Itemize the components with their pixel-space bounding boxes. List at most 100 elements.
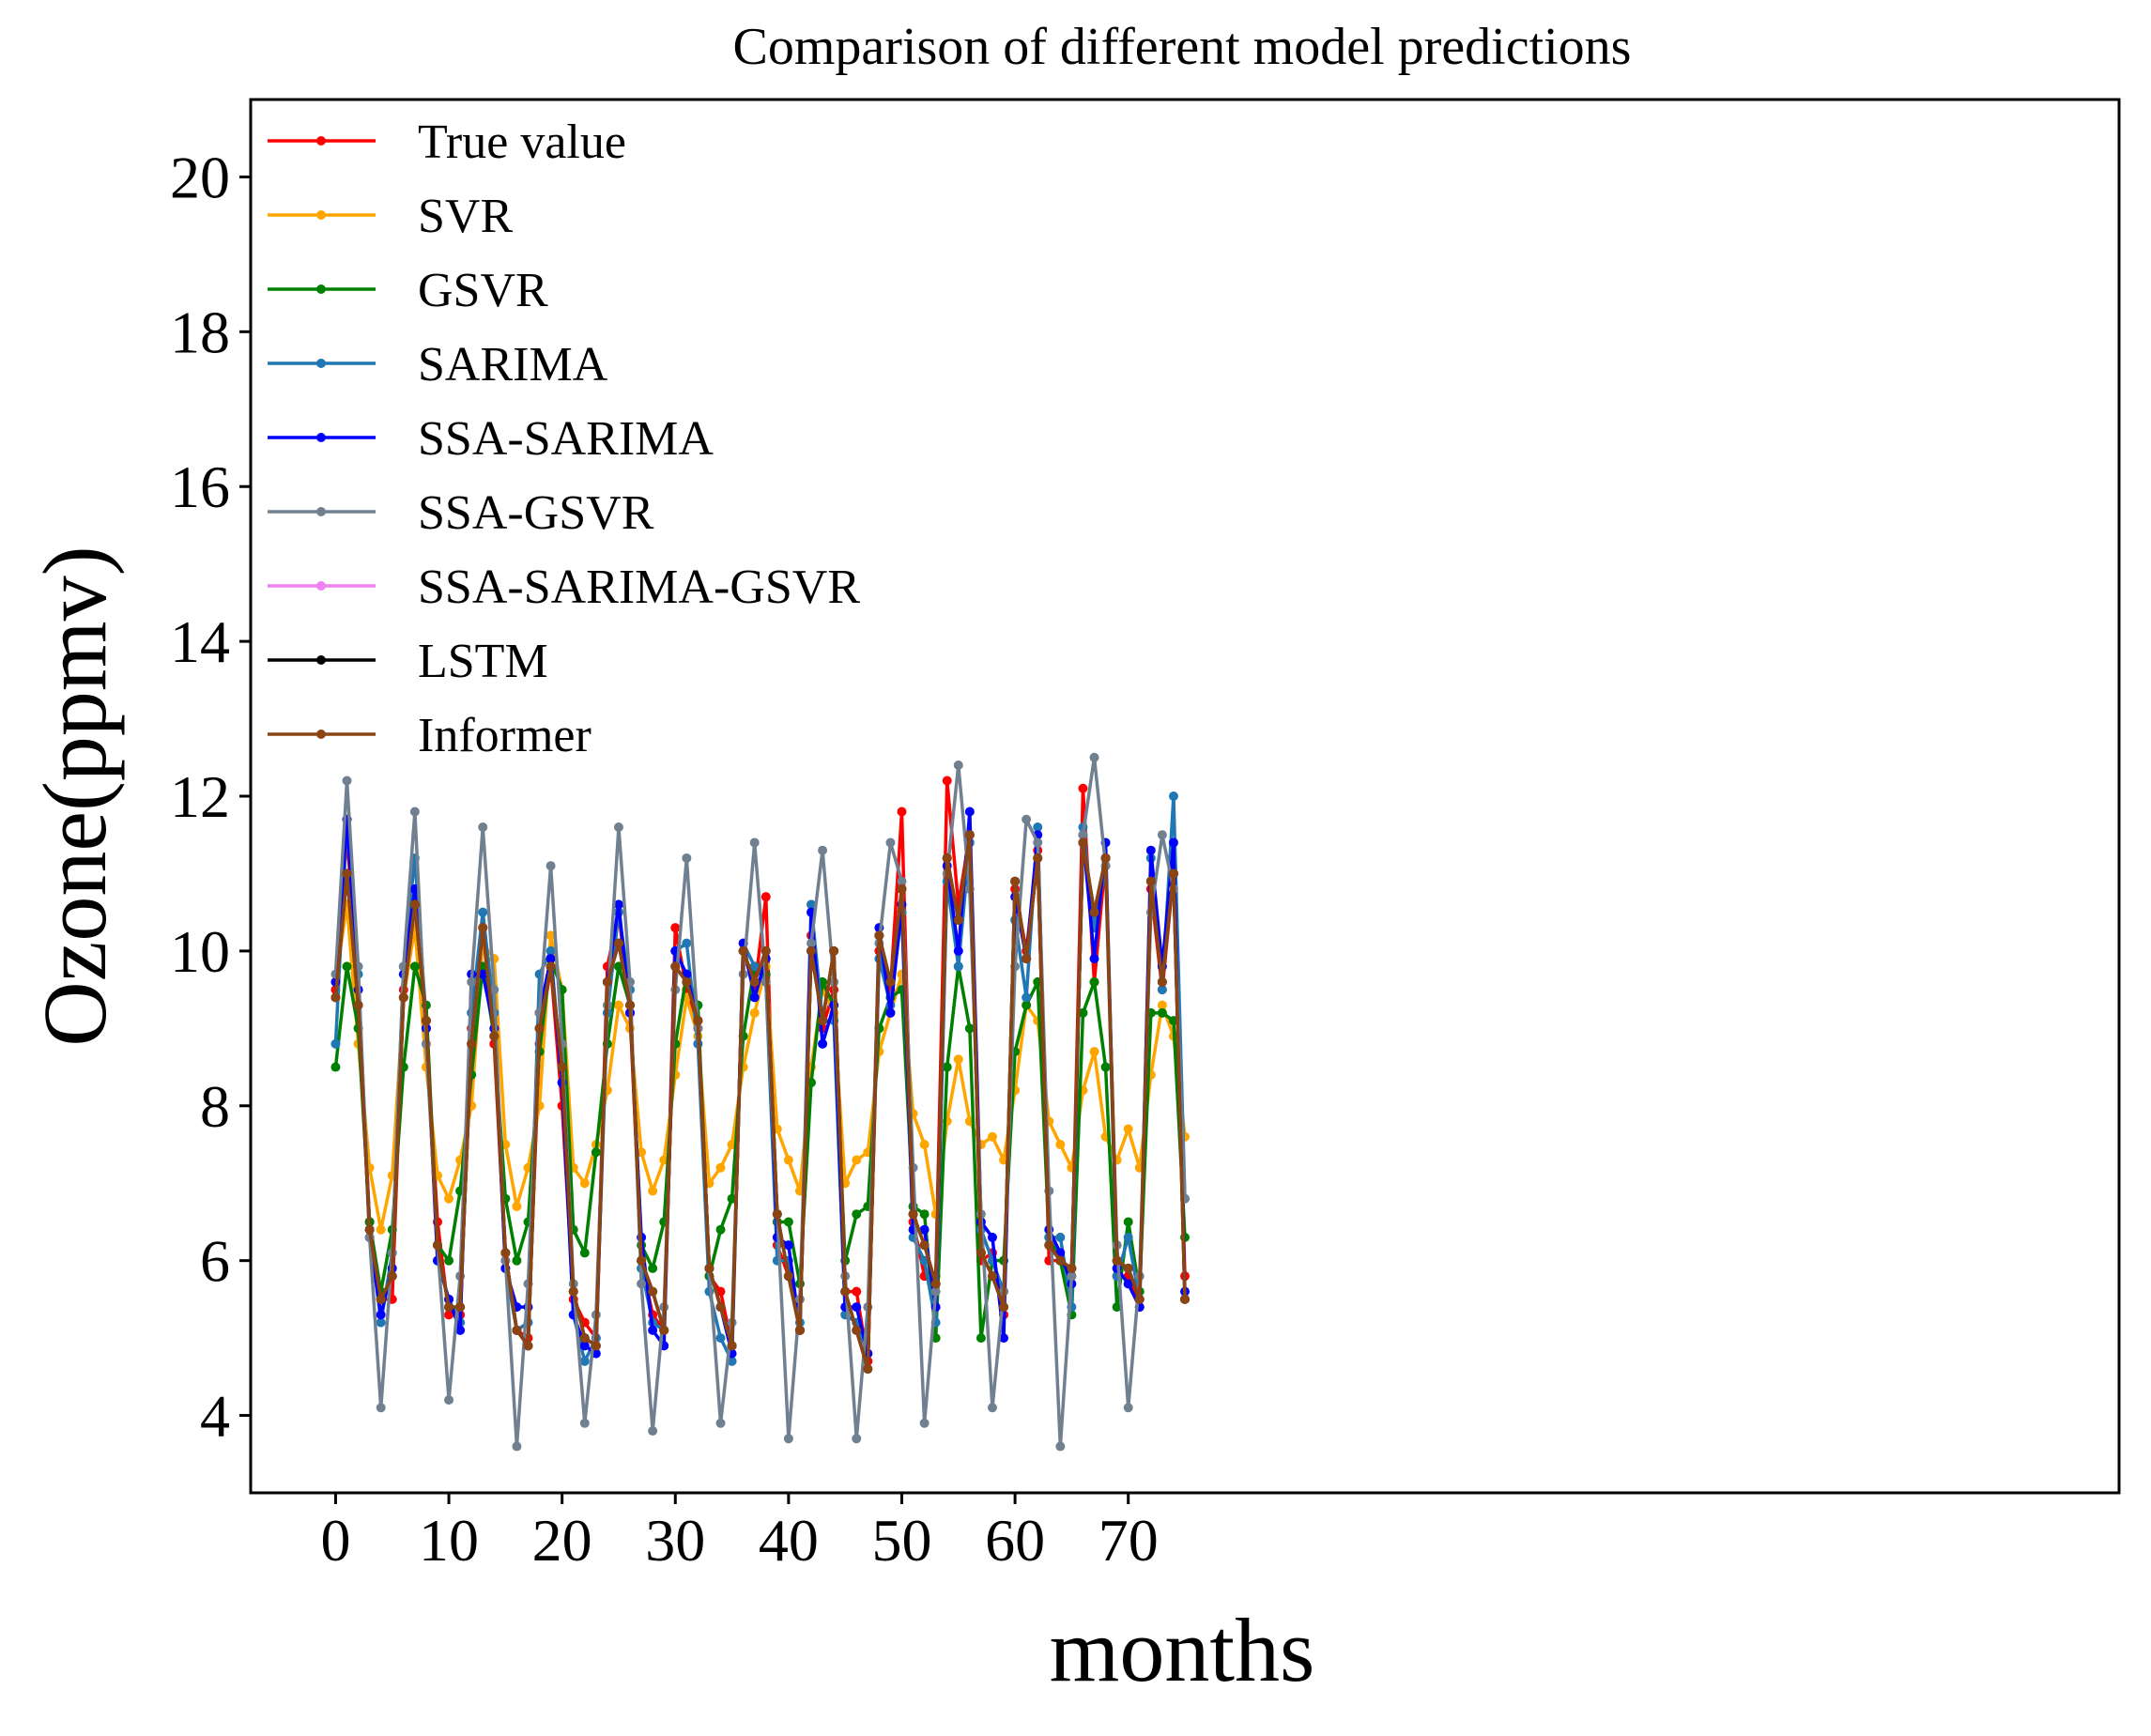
data-point [818,1038,828,1049]
data-point [648,1186,658,1196]
data-point [342,961,352,972]
legend-marker [316,507,326,516]
data-point [613,899,623,910]
data-point [919,1418,930,1428]
data-point [953,961,963,972]
data-point [1022,814,1032,824]
data-point [376,1224,386,1235]
data-point [1123,1263,1133,1273]
data-point [897,883,907,894]
legend-item: GSVR [268,264,548,317]
data-point [625,1000,636,1010]
data-point [783,1155,793,1165]
data-point [1157,1000,1167,1010]
y-tick-label: 12 [170,763,230,830]
data-point [919,1209,930,1220]
data-point [1067,1263,1077,1273]
data-point [772,1209,782,1220]
legend-item: SARIMA [268,338,608,392]
data-point [807,938,816,948]
y-tick-label: 18 [170,299,230,365]
data-point [715,1162,726,1173]
data-point [761,892,771,902]
data-point [1123,1403,1133,1413]
x-tick-label: 0 [320,1507,350,1574]
data-point [919,1224,930,1235]
x-tick-label: 50 [871,1507,931,1574]
data-point [579,1178,590,1189]
y-tick-label: 20 [170,144,230,210]
data-point [545,945,556,956]
data-point [738,945,748,956]
data-point [409,807,420,817]
legend-label: SARIMA [418,338,608,392]
legend-item: SVR [268,190,513,243]
data-point [818,845,828,855]
data-point [829,945,839,956]
data-point [1033,853,1043,863]
data-point [1100,853,1111,863]
data-point [591,1147,601,1158]
data-point [761,945,771,956]
x-tick-label: 30 [645,1507,705,1574]
data-point [682,938,692,948]
data-point [1022,954,1032,964]
data-point [953,945,963,956]
data-point [1033,822,1043,832]
data-point [1157,1007,1167,1018]
data-point [1055,1441,1066,1452]
data-point [682,976,692,987]
data-point [1123,1279,1133,1289]
data-point [433,1240,442,1251]
legend-item: SSA-GSVR [268,486,654,540]
data-point [863,1364,873,1375]
x-axis-label: months [1050,1600,1315,1700]
data-point [693,1016,703,1026]
data-point [444,1255,454,1266]
data-point [489,1031,499,1041]
data-point [613,822,623,832]
legend-label: SVR [418,190,513,243]
data-point [749,837,760,848]
data-point [807,899,816,910]
data-point [478,923,488,933]
data-point [591,1341,601,1351]
data-point [1044,1240,1054,1251]
data-point [637,1255,647,1266]
data-point [648,1426,658,1436]
legend-item: True value [268,115,626,169]
data-point [648,1286,658,1297]
data-point [727,1341,737,1351]
data-point [783,1217,793,1227]
data-point [1100,1062,1111,1072]
data-point [579,1248,590,1258]
data-point [953,1054,963,1065]
chart-title: Comparison of different model prediction… [733,18,1632,76]
series-informer [330,830,1190,1375]
y-tick-label: 10 [170,918,230,985]
data-point [637,1147,647,1158]
data-point [342,868,352,879]
legend-label: True value [418,115,626,169]
data-point [670,961,681,972]
data-point [794,1325,805,1335]
data-point [999,1333,1009,1344]
data-point [919,1140,930,1149]
data-point [1168,837,1178,848]
data-point [545,930,556,941]
data-point [376,1403,386,1413]
data-point [1078,837,1088,848]
legend-item: SSA-SARIMA-GSVR [268,561,860,614]
data-point [500,1248,511,1258]
legend-marker [316,581,326,591]
data-point [568,1286,578,1297]
data-point [1078,830,1088,840]
data-point [897,876,907,886]
data-point [919,1240,930,1251]
x-axis: 0 10 20 30 40 50 60 70 [320,1493,1159,1574]
data-point [353,1000,363,1010]
data-point [455,1302,466,1313]
data-point [579,1333,590,1344]
data-point [987,1271,997,1282]
data-point [715,1333,726,1344]
